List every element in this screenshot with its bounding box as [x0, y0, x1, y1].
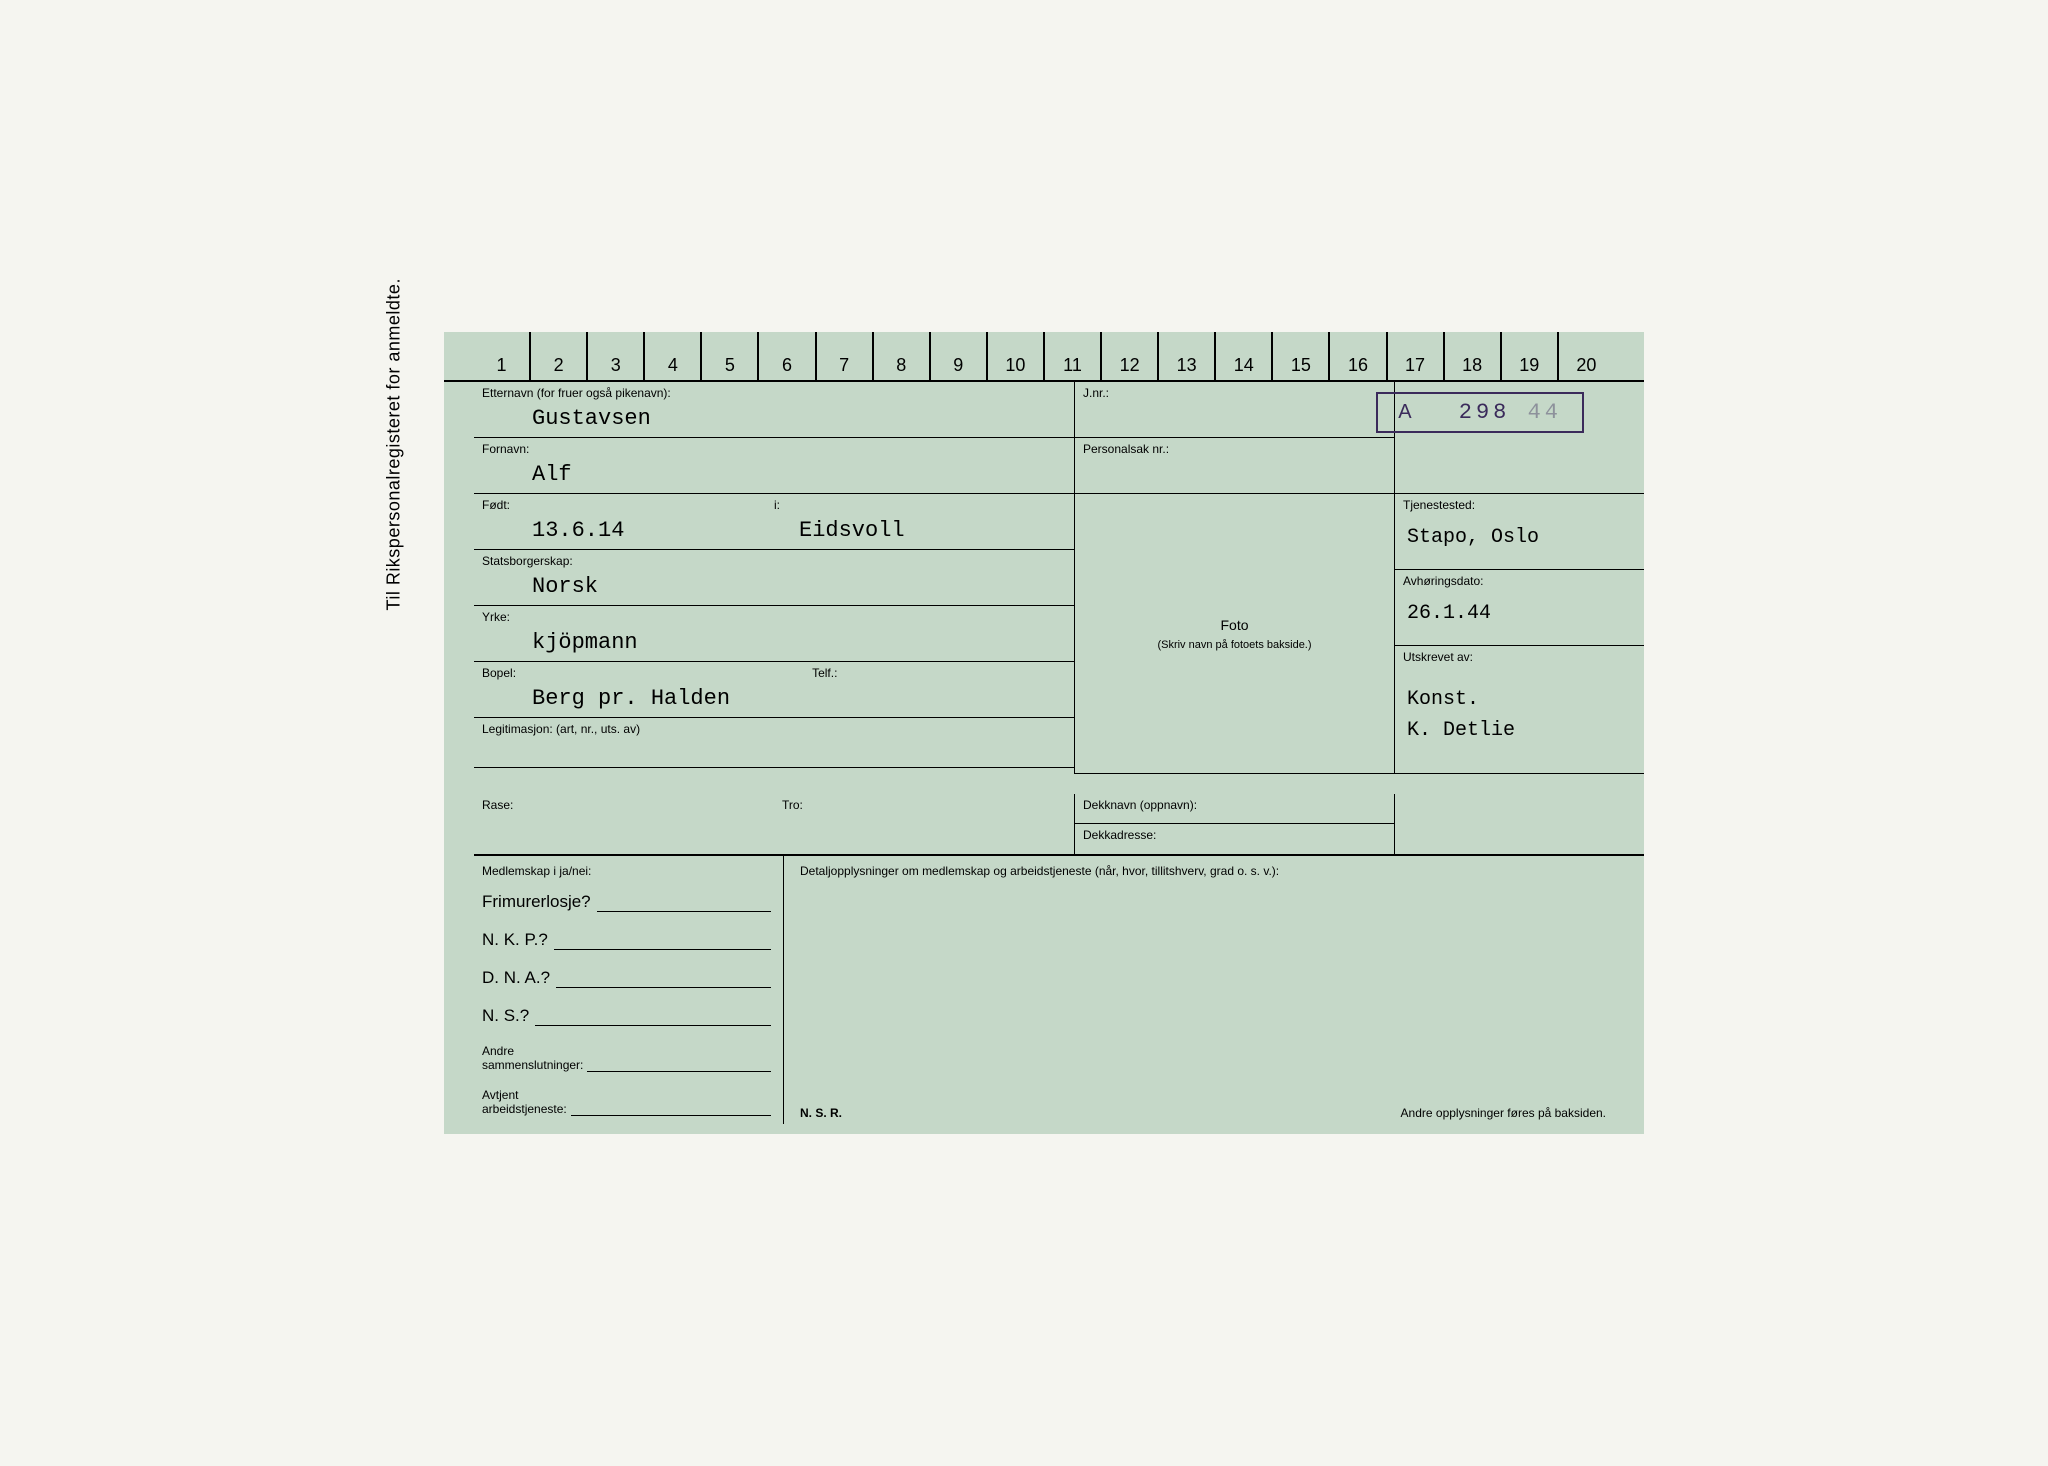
rase-mid: Dekknavn (oppnavn): Dekkadresse: — [1074, 794, 1394, 856]
label-jnr: J.nr.: — [1083, 386, 1109, 400]
label-stats: Statsborgerskap: — [482, 554, 1066, 568]
tick: 17 — [1386, 332, 1443, 380]
label-avhoringsdato: Avhøringsdato: — [1403, 574, 1636, 588]
tick: 8 — [872, 332, 929, 380]
registration-card: 1 2 3 4 5 6 7 8 9 10 11 12 13 14 15 16 1… — [444, 332, 1644, 1134]
andre-opplysninger: Andre opplysninger føres på baksiden. — [1401, 1106, 1606, 1120]
value-fodt: 13.6.14 — [482, 518, 799, 543]
tick: 15 — [1271, 332, 1328, 380]
tick: 3 — [586, 332, 643, 380]
field-fornavn: Fornavn: Alf — [474, 438, 1074, 494]
tick: 13 — [1157, 332, 1214, 380]
vertical-side-label: Til Rikspersonalregisteret for anmeldte. — [384, 278, 405, 610]
value-avhoringsdato: 26.1.44 — [1403, 602, 1636, 625]
field-avhoringsdato: Avhøringsdato: 26.1.44 — [1394, 570, 1644, 646]
tick: 7 — [815, 332, 872, 380]
ruler-ticks: 1 2 3 4 5 6 7 8 9 10 11 12 13 14 15 16 1… — [444, 332, 1644, 382]
field-dekknavn: Dekknavn (oppnavn): — [1075, 794, 1394, 824]
right-column: Tjenestested: Stapo, Oslo Avhøringsdato:… — [1394, 382, 1644, 774]
tick: 10 — [986, 332, 1043, 380]
tick: 14 — [1214, 332, 1271, 380]
stamp-box: A 298 44 — [1376, 392, 1584, 433]
label-yrke: Yrke: — [482, 610, 1066, 624]
value-utskrevet2: K. Detlie — [1403, 719, 1636, 742]
card-wrapper: Til Rikspersonalregisteret for anmeldte.… — [404, 332, 1644, 1134]
tick: 1 — [474, 332, 529, 380]
left-column: Etternavn (for fruer også pikenavn): Gus… — [474, 382, 1074, 774]
tick: 4 — [643, 332, 700, 380]
label-utskrevet: Utskrevet av: — [1403, 650, 1636, 664]
tick: 16 — [1328, 332, 1385, 380]
field-legit: Legitimasjon: (art, nr., uts. av) — [474, 718, 1074, 768]
bottom-section: Medlemskap i ja/nei: Frimurerlosje? N. K… — [444, 856, 1644, 1134]
mem-nkp: N. K. P.? — [482, 930, 771, 950]
stamp-prefix: A — [1398, 401, 1411, 423]
tick: 19 — [1500, 332, 1557, 380]
value-tjenestested: Stapo, Oslo — [1403, 526, 1636, 549]
value-stats: Norsk — [482, 574, 1066, 599]
field-tjenestested: Tjenestested: Stapo, Oslo — [1394, 494, 1644, 570]
value-fornavn: Alf — [482, 462, 1066, 487]
value-utskrevet1: Konst. — [1403, 688, 1636, 711]
label-i: i: — [774, 498, 1066, 512]
mem-frimurer: Frimurerlosje? — [482, 892, 771, 912]
mem-andre: Andre sammenslutninger: — [482, 1044, 771, 1072]
label-membership: Medlemskap i ja/nei: — [482, 864, 771, 878]
label-etternavn: Etternavn (for fruer også pikenavn): — [482, 386, 1066, 400]
value-yrke: kjöpmann — [482, 630, 1066, 655]
field-fodt: Født: i: 13.6.14 Eidsvoll — [474, 494, 1074, 550]
label-legit: Legitimasjon: (art, nr., uts. av) — [482, 722, 1066, 736]
nsr-mark: N. S. R. — [800, 1106, 842, 1120]
field-etternavn: Etternavn (for fruer også pikenavn): Gus… — [474, 382, 1074, 438]
field-utskrevet: Utskrevet av: Konst. K. Detlie — [1394, 646, 1644, 774]
label-fornavn: Fornavn: — [482, 442, 1066, 456]
field-stats: Statsborgerskap: Norsk — [474, 550, 1074, 606]
label-fodt: Født: — [482, 498, 774, 512]
field-personalsak: Personalsak nr.: — [1074, 438, 1394, 494]
details-box: Detaljopplysninger om medlemskap og arbe… — [784, 856, 1614, 1124]
mem-avtjent: Avtjent arbeidstjeneste: — [482, 1088, 771, 1116]
mem-dna: D. N. A.? — [482, 968, 771, 988]
tick: 11 — [1043, 332, 1100, 380]
mem-ns: N. S.? — [482, 1006, 771, 1026]
field-dekkadresse: Dekkadresse: — [1075, 824, 1394, 854]
foto-subtitle: (Skriv navn på fotoets bakside.) — [1157, 639, 1311, 651]
value-bopel: Berg pr. Halden — [482, 686, 1066, 711]
rase-right — [1394, 794, 1644, 856]
label-details: Detaljopplysninger om medlemskap og arbe… — [800, 864, 1606, 878]
tick: 5 — [700, 332, 757, 380]
tick: 18 — [1443, 332, 1500, 380]
label-personalsak: Personalsak nr.: — [1083, 442, 1169, 456]
mid-column: J.nr.: Personalsak nr.: Foto (Skriv navn… — [1074, 382, 1394, 774]
label-bopel: Bopel: — [482, 666, 812, 680]
rase-left: Rase: Tro: — [474, 794, 1074, 856]
tick: 20 — [1557, 332, 1614, 380]
form-body: Etternavn (for fruer også pikenavn): Gus… — [444, 382, 1644, 794]
membership-box: Medlemskap i ja/nei: Frimurerlosje? N. K… — [474, 856, 784, 1124]
tick: 9 — [929, 332, 986, 380]
field-jnr: J.nr.: — [1074, 382, 1394, 438]
label-rase: Rase: — [474, 794, 774, 854]
tick: 12 — [1100, 332, 1157, 380]
field-yrke: Yrke: kjöpmann — [474, 606, 1074, 662]
value-i: Eidsvoll — [799, 518, 1066, 543]
foto-box: Foto (Skriv navn på fotoets bakside.) — [1074, 494, 1394, 774]
tick: 6 — [757, 332, 814, 380]
tick: 2 — [529, 332, 586, 380]
value-etternavn: Gustavsen — [482, 406, 1066, 431]
stamp-suffix: 44 — [1528, 400, 1562, 425]
field-bopel: Bopel: Telf.: Berg pr. Halden — [474, 662, 1074, 718]
label-tro: Tro: — [774, 794, 1074, 854]
label-telf: Telf.: — [812, 666, 1066, 680]
stamp-number: 298 — [1459, 400, 1511, 425]
foto-title: Foto — [1220, 617, 1248, 633]
rase-row: Rase: Tro: Dekknavn (oppnavn): Dekkadres… — [444, 794, 1644, 856]
label-tjenestested: Tjenestested: — [1403, 498, 1636, 512]
